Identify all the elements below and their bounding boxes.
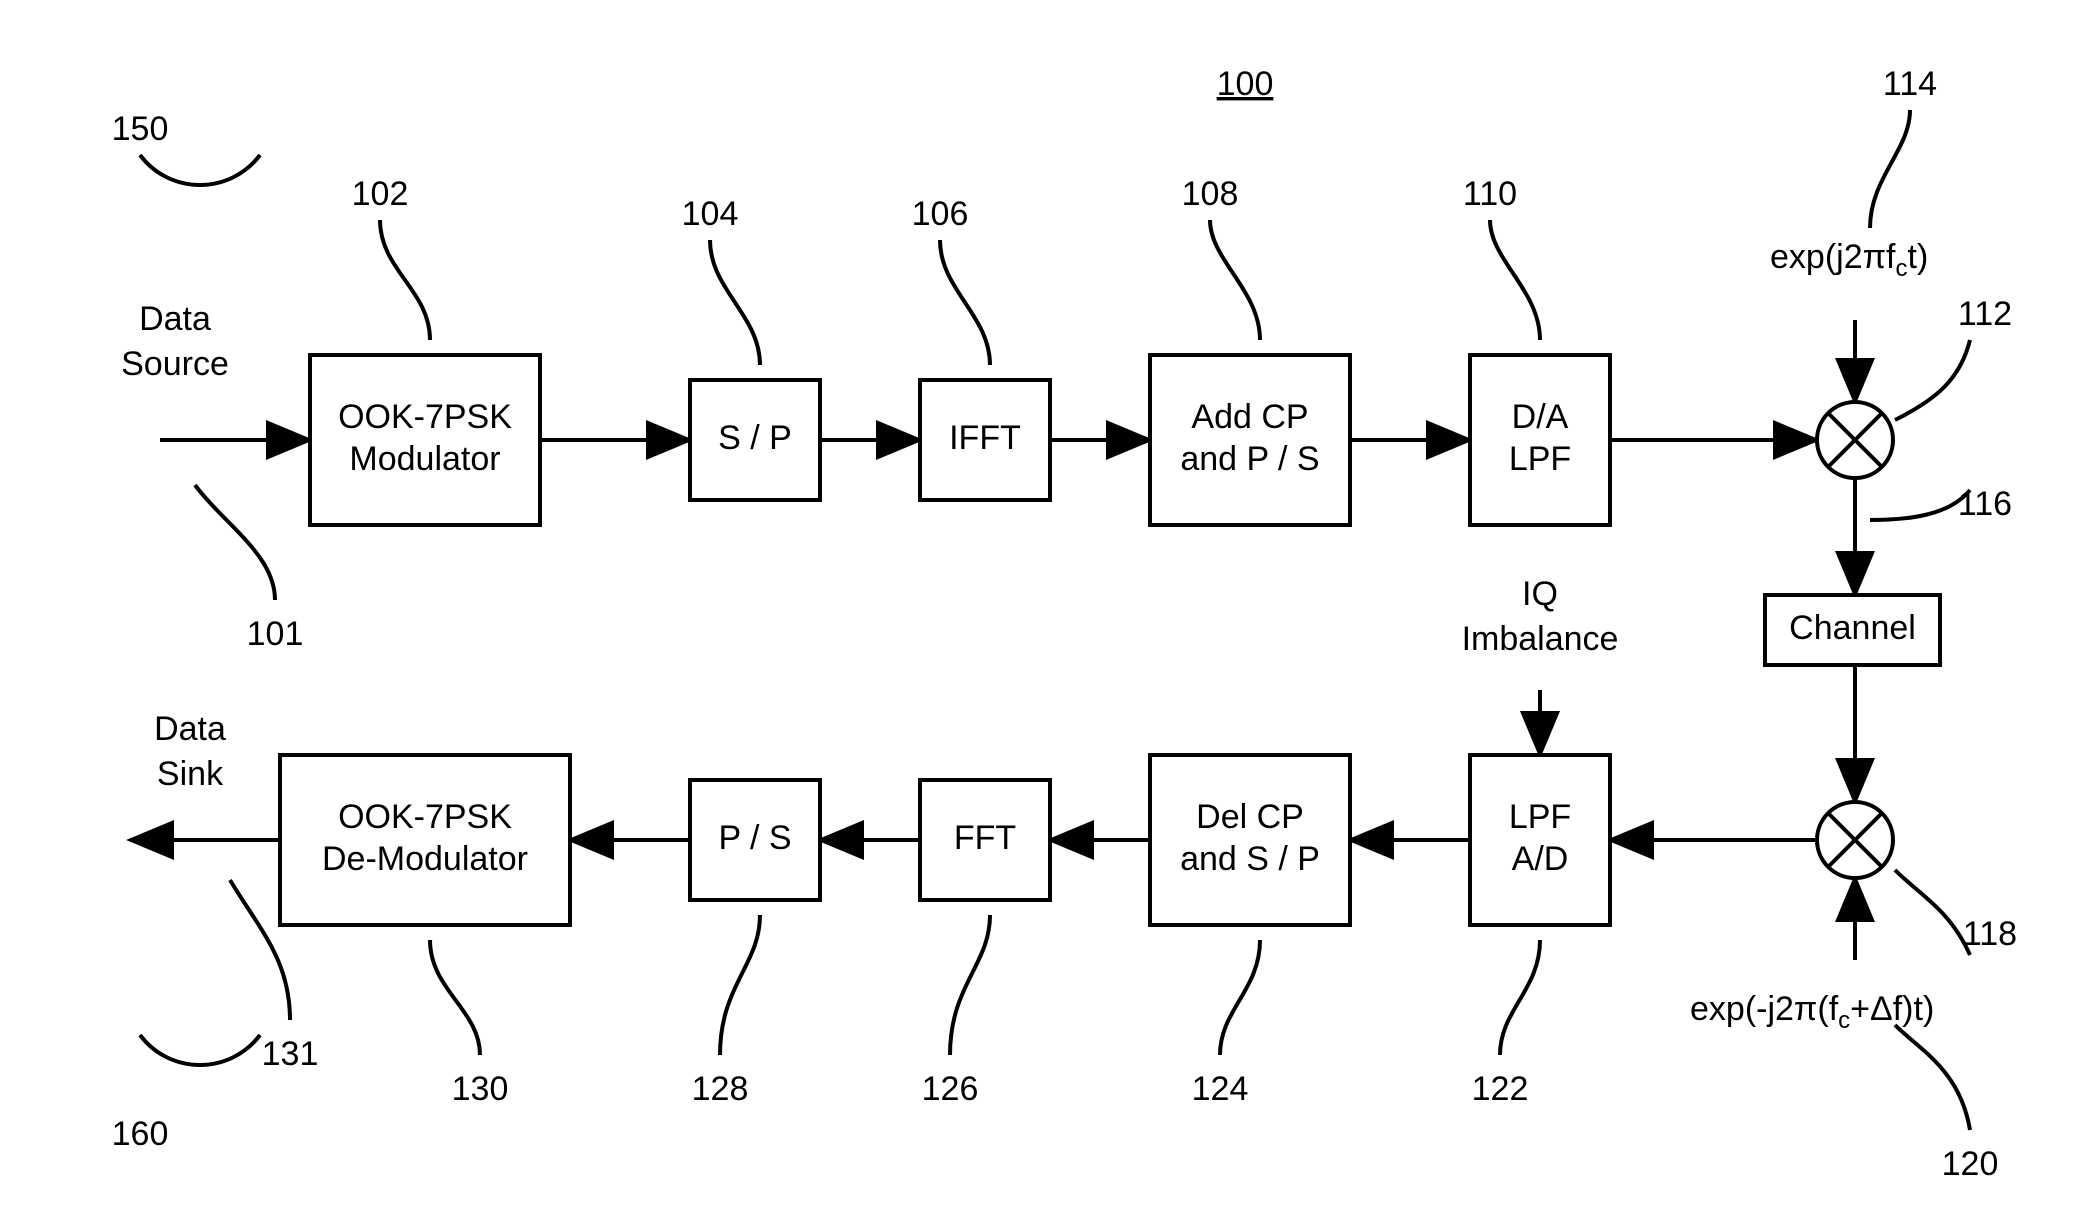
block-da-line-1: LPF bbox=[1509, 440, 1571, 478]
block-lpf: LPF A/D bbox=[1470, 755, 1610, 925]
ref-curve-116 bbox=[1870, 490, 1970, 520]
label-data-source-l2: Source bbox=[121, 345, 229, 383]
block-demod-line-0: OOK-7PSK bbox=[338, 798, 512, 836]
label-system-ref: 100 bbox=[1217, 65, 1274, 103]
ref-118: 118 bbox=[1963, 915, 2017, 953]
label-data-sink-l2: Sink bbox=[157, 755, 224, 793]
svg-text:exp(-j2π(fc+Δf)t): exp(-j2π(fc+Δf)t) bbox=[1690, 990, 1934, 1034]
ref-102: 102 bbox=[352, 175, 409, 213]
block-ps-line-0: P / S bbox=[718, 819, 791, 857]
ref-124: 124 bbox=[1192, 1070, 1249, 1108]
block-addcp-line-0: Add CP bbox=[1191, 398, 1308, 436]
ref-curve-104 bbox=[710, 240, 760, 365]
block-mod: OOK-7PSK Modulator bbox=[310, 355, 540, 525]
ref-curve-112 bbox=[1895, 340, 1970, 420]
ref-curve-120 bbox=[1895, 1025, 1970, 1130]
block-fft-line-0: FFT bbox=[954, 819, 1016, 857]
label-rx-carrier: exp(-j2π(fc+Δf)t) bbox=[1690, 990, 1934, 1034]
block-ifft-line-0: IFFT bbox=[949, 419, 1021, 457]
ref-curve-106 bbox=[940, 240, 990, 365]
ref-curve-101 bbox=[195, 485, 275, 600]
ref-114: 114 bbox=[1883, 65, 1937, 103]
label-iq-l2: Imbalance bbox=[1462, 620, 1619, 658]
block-da-line-0: D/A bbox=[1512, 398, 1569, 436]
label-rx-region: 160 bbox=[112, 1115, 169, 1153]
ref-128: 128 bbox=[692, 1070, 749, 1108]
ref-curve-128 bbox=[720, 915, 760, 1055]
ref-116: 116 bbox=[1958, 485, 2012, 523]
ref-126: 126 bbox=[922, 1070, 979, 1108]
label-tx-region: 150 bbox=[112, 110, 169, 148]
block-mod-line-0: OOK-7PSK bbox=[338, 398, 512, 436]
block-sp-line-0: S / P bbox=[718, 419, 792, 457]
block-ps: P / S bbox=[690, 780, 820, 900]
ref-112: 112 bbox=[1958, 295, 2012, 333]
block-mod-line-1: Modulator bbox=[349, 440, 500, 478]
ref-curve-110 bbox=[1490, 220, 1540, 340]
ref-110: 110 bbox=[1463, 175, 1517, 213]
ref-122: 122 bbox=[1472, 1070, 1529, 1108]
ref-curve-118 bbox=[1895, 870, 1970, 955]
block-ifft: IFFT bbox=[920, 380, 1050, 500]
ref-131: 131 bbox=[262, 1035, 319, 1073]
block-da: D/A LPF bbox=[1470, 355, 1610, 525]
block-delcp: Del CP and S / P bbox=[1150, 755, 1350, 925]
mixer-tx bbox=[1817, 402, 1893, 478]
ref-curve-160 bbox=[140, 1035, 260, 1065]
block-delcp-line-0: Del CP bbox=[1196, 798, 1304, 836]
ref-108: 108 bbox=[1182, 175, 1239, 213]
ref-curve-102 bbox=[380, 220, 430, 340]
ref-curve-114 bbox=[1870, 110, 1910, 228]
ref-curve-124 bbox=[1220, 940, 1260, 1055]
block-lpf-line-0: LPF bbox=[1509, 798, 1571, 836]
block-addcp-line-1: and P / S bbox=[1180, 440, 1319, 478]
ref-curve-150 bbox=[140, 155, 260, 185]
block-fft: FFT bbox=[920, 780, 1050, 900]
ref-104: 104 bbox=[682, 195, 739, 233]
ref-130: 130 bbox=[452, 1070, 509, 1108]
label-iq-l1: IQ bbox=[1522, 575, 1558, 613]
label-data-source-l1: Data bbox=[139, 300, 211, 338]
block-demod: OOK-7PSK De-Modulator bbox=[280, 755, 570, 925]
ref-101: 101 bbox=[247, 615, 304, 653]
block-chan: Channel bbox=[1765, 595, 1940, 665]
ref-curve-126 bbox=[950, 915, 990, 1055]
mixer-rx bbox=[1817, 802, 1893, 878]
ref-curve-130 bbox=[430, 940, 480, 1055]
label-data-sink-l1: Data bbox=[154, 710, 226, 748]
block-chan-line-0: Channel bbox=[1789, 609, 1916, 647]
block-lpf-line-1: A/D bbox=[1512, 840, 1569, 878]
svg-text:exp(j2πfct): exp(j2πfct) bbox=[1770, 238, 1928, 282]
ref-curve-122 bbox=[1500, 940, 1540, 1055]
block-demod-line-1: De-Modulator bbox=[322, 840, 528, 878]
ref-106: 106 bbox=[912, 195, 969, 233]
label-tx-carrier: exp(j2πfct) bbox=[1770, 238, 1928, 282]
ref-120: 120 bbox=[1942, 1145, 1999, 1183]
block-addcp: Add CP and P / S bbox=[1150, 355, 1350, 525]
block-sp: S / P bbox=[690, 380, 820, 500]
block-delcp-line-1: and S / P bbox=[1180, 840, 1320, 878]
ref-curve-108 bbox=[1210, 220, 1260, 340]
